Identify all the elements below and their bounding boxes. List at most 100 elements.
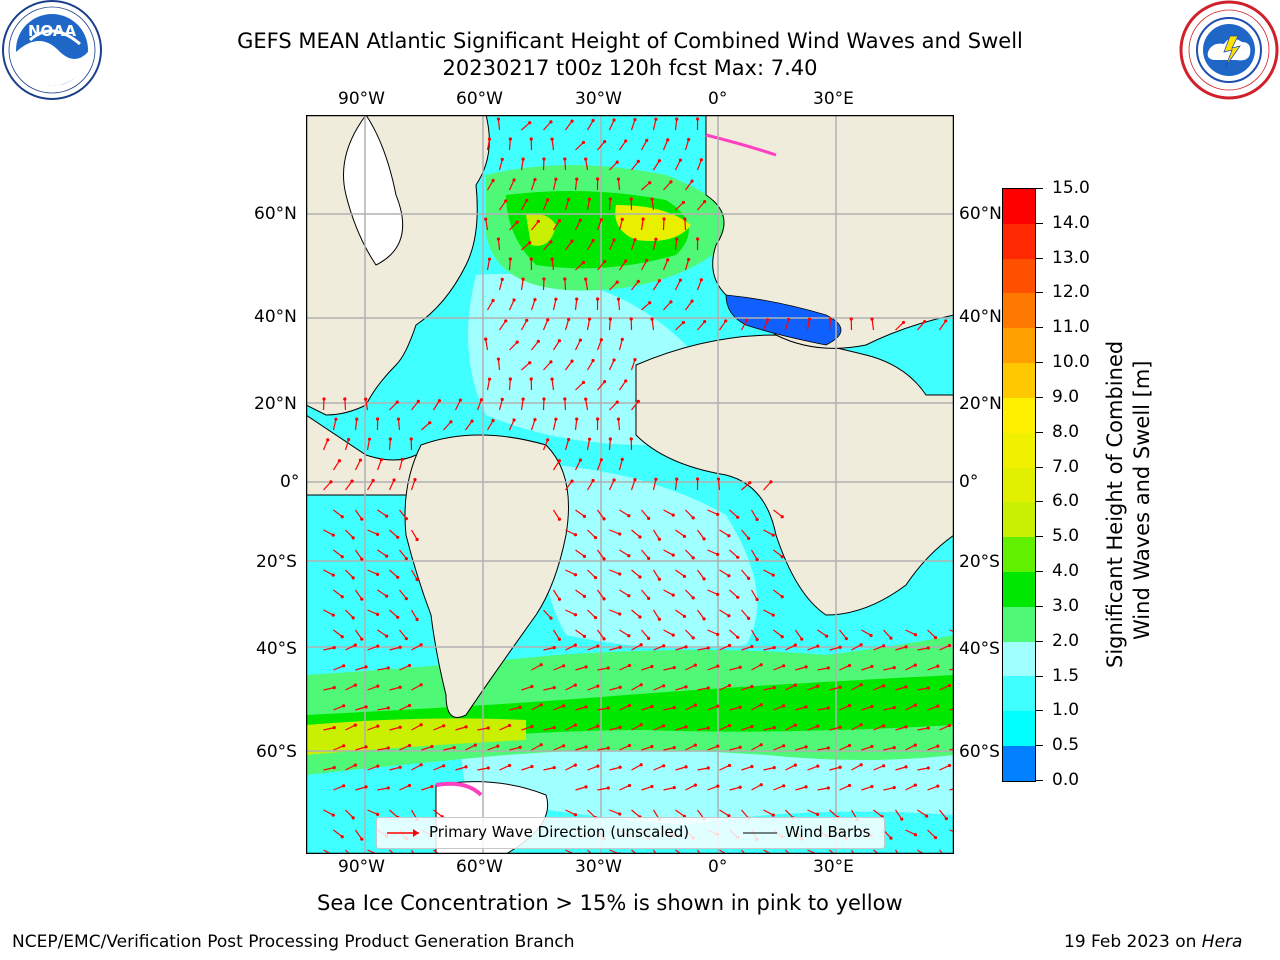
wave-direction-arrow bbox=[653, 645, 664, 651]
wave-direction-arrow bbox=[617, 298, 621, 311]
wave-direction-arrowhead bbox=[748, 481, 752, 485]
wave-direction-arrow bbox=[410, 609, 418, 620]
wave-direction-arrowhead bbox=[838, 685, 842, 689]
wave-direction-arrowhead bbox=[629, 197, 633, 201]
wave-direction-arrowhead bbox=[557, 459, 562, 463]
wave-direction-arrow bbox=[883, 747, 895, 751]
wave-direction-arrow bbox=[586, 199, 591, 211]
wave-direction-arrow bbox=[619, 380, 627, 391]
wave-direction-arrowhead bbox=[496, 117, 501, 121]
wave-direction-arrowhead bbox=[567, 197, 571, 202]
wave-direction-arrow bbox=[575, 509, 585, 517]
wave-direction-arrow bbox=[785, 644, 796, 651]
wave-direction-arrowhead bbox=[458, 398, 463, 402]
wave-direction-arrow bbox=[675, 726, 687, 731]
wave-direction-arrow bbox=[697, 727, 709, 731]
left-lat-label: 40°N bbox=[254, 307, 297, 327]
wave-direction-arrow bbox=[750, 509, 758, 520]
wave-direction-arrow bbox=[497, 118, 501, 131]
wave-direction-arrowhead bbox=[793, 683, 797, 687]
wave-direction-arrowhead bbox=[657, 617, 662, 621]
wave-direction-arrowhead bbox=[693, 663, 697, 667]
colorbar-tick-label: 1.0 bbox=[1052, 700, 1080, 721]
wave-direction-arrow bbox=[652, 239, 657, 251]
wave-direction-arrow bbox=[597, 747, 609, 751]
wave-direction-arrowhead bbox=[882, 724, 886, 728]
wave-direction-arrowhead bbox=[375, 612, 380, 616]
wave-direction-arrow bbox=[389, 686, 401, 691]
wave-direction-arrowhead bbox=[771, 573, 775, 577]
wave-direction-arrow bbox=[486, 379, 491, 391]
wave-direction-arrowhead bbox=[437, 399, 442, 403]
wave-direction-arrowhead bbox=[533, 177, 537, 182]
wave-direction-arrowhead bbox=[672, 786, 676, 790]
wave-direction-arrow bbox=[355, 549, 363, 560]
wave-direction-arrowhead bbox=[529, 257, 533, 261]
greenland-land bbox=[343, 115, 404, 266]
wave-direction-arrowhead bbox=[521, 397, 525, 401]
wave-direction-arrowhead bbox=[618, 572, 622, 576]
wave-direction-arrowhead bbox=[657, 279, 662, 283]
wave-direction-arrowhead bbox=[913, 703, 917, 707]
wave-direction-arrow bbox=[883, 707, 895, 711]
wave-direction-arrow bbox=[895, 809, 903, 820]
wave-direction-arrowhead bbox=[647, 556, 651, 560]
wave-direction-arrow bbox=[949, 748, 954, 751]
wave-direction-arrowhead bbox=[870, 664, 874, 669]
wave-direction-arrowhead bbox=[699, 158, 703, 162]
wave-direction-arrow bbox=[332, 419, 337, 431]
wave-direction-arrow bbox=[895, 766, 907, 771]
wave-direction-arrowhead bbox=[554, 177, 558, 181]
wave-direction-arrow bbox=[411, 401, 419, 411]
wave-direction-arrowhead bbox=[512, 178, 516, 182]
wave-direction-arrowhead bbox=[546, 438, 550, 442]
wave-direction-arrow bbox=[719, 320, 727, 331]
wave-direction-arrow bbox=[520, 200, 528, 211]
chart-subtitle: 20230217 t00z 120h fcst Max: 7.40 bbox=[442, 56, 818, 80]
wave-direction-arrow bbox=[574, 179, 578, 191]
colorbar-tick-label: 8.0 bbox=[1052, 421, 1080, 442]
wave-direction-arrow bbox=[355, 786, 367, 791]
wave-direction-arrow bbox=[619, 629, 630, 637]
noaa-logo-text: NOAA bbox=[28, 22, 77, 40]
wave-direction-arrow bbox=[609, 281, 618, 291]
wave-direction-arrowhead bbox=[618, 645, 622, 649]
wave-direction-arrow bbox=[630, 359, 636, 371]
wave-direction-arrowhead bbox=[599, 458, 603, 462]
wave-direction-arrowhead bbox=[606, 666, 610, 670]
wave-direction-arrow bbox=[917, 687, 929, 691]
wave-direction-arrowhead bbox=[650, 197, 654, 201]
wave-direction-arrowhead bbox=[736, 595, 740, 599]
wave-direction-arrowhead bbox=[491, 298, 495, 303]
wave-direction-arrow bbox=[455, 766, 467, 771]
wave-direction-arrowhead bbox=[691, 596, 695, 600]
wave-direction-arrowhead bbox=[398, 765, 402, 769]
colorbar-tick-label: 3.0 bbox=[1052, 595, 1080, 616]
wave-direction-arrow bbox=[443, 747, 455, 751]
wave-direction-arrowhead bbox=[892, 786, 896, 790]
map-frame bbox=[305, 114, 955, 855]
wave-direction-arrowhead bbox=[684, 725, 688, 729]
wave-direction-arrowhead bbox=[398, 645, 402, 649]
wave-direction-arrow bbox=[596, 219, 602, 231]
wave-direction-arrow bbox=[597, 787, 609, 791]
wave-direction-arrowhead bbox=[825, 634, 829, 638]
wave-direction-arrowhead bbox=[567, 437, 571, 442]
wave-direction-arrowhead bbox=[587, 437, 592, 441]
wave-direction-arrowhead bbox=[715, 512, 720, 516]
wave-direction-arrow bbox=[741, 725, 753, 731]
wave-direction-arrowhead bbox=[428, 421, 432, 425]
wave-direction-arrow bbox=[641, 589, 650, 599]
wave-direction-arrow bbox=[619, 260, 627, 271]
wave-direction-arrow bbox=[345, 684, 356, 691]
wave-direction-arrowhead bbox=[859, 723, 863, 727]
right-lat-label: 60°N bbox=[959, 204, 1002, 224]
wave-direction-arrowhead bbox=[859, 683, 863, 687]
wave-direction-arrowhead bbox=[549, 120, 553, 124]
colorbar-tick-label: 0.0 bbox=[1052, 770, 1080, 790]
wave-direction-arrow bbox=[729, 509, 739, 518]
wave-direction-arrowhead bbox=[648, 181, 652, 185]
wave-direction-arrow bbox=[520, 399, 524, 411]
wave-direction-arrow bbox=[652, 280, 660, 291]
wave-direction-arrow bbox=[631, 529, 641, 538]
